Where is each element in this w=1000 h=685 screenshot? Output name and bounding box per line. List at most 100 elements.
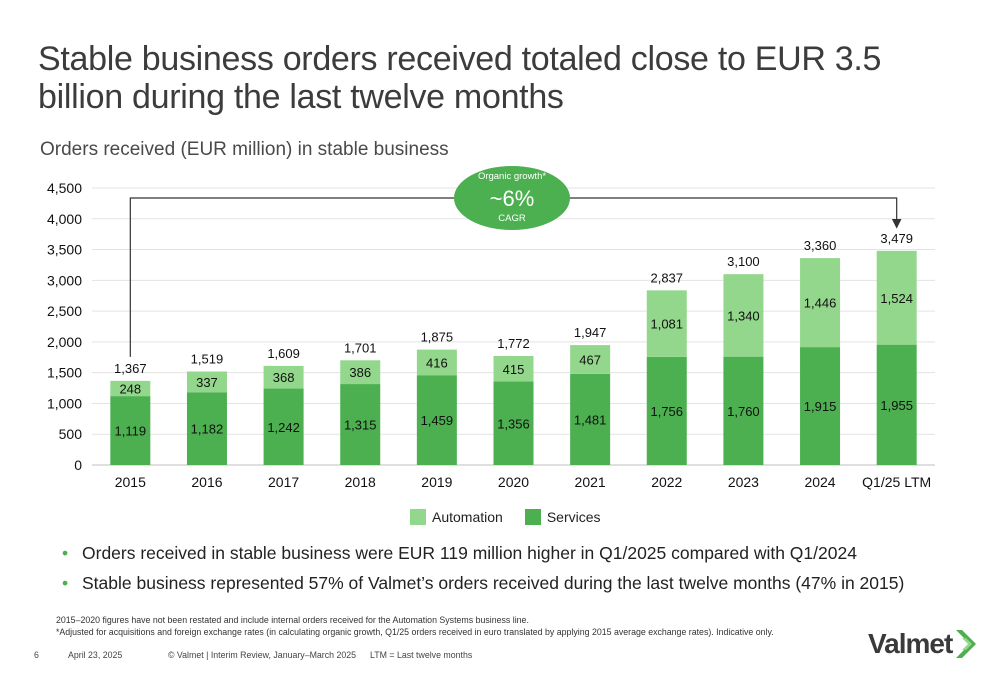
bar-services xyxy=(416,375,457,465)
data-label-services: 1,356 xyxy=(497,416,530,431)
bar-services xyxy=(263,388,304,465)
cagr-callout-bubble xyxy=(454,166,570,230)
data-label-automation: 337 xyxy=(196,375,218,390)
data-label-services: 1,760 xyxy=(727,404,760,419)
data-label-automation: 1,446 xyxy=(804,296,837,311)
bar-automation xyxy=(723,274,764,357)
y-tick-label: 3,000 xyxy=(47,272,82,288)
bar-services xyxy=(646,356,687,465)
x-tick-label: 2021 xyxy=(575,474,606,490)
bar-services xyxy=(186,392,227,465)
x-tick-label: 2019 xyxy=(421,474,452,490)
x-tick-label: 2016 xyxy=(191,474,222,490)
x-tick-label: 2024 xyxy=(804,474,835,490)
data-label-services: 1,119 xyxy=(115,424,147,439)
data-label-services: 1,459 xyxy=(421,413,454,428)
x-tick-label: 2020 xyxy=(498,474,529,490)
stacked-bar-chart: 0 500 1,000 1,500 2,000 2,500 3,000 3,500 4,000 4… xyxy=(47,166,935,490)
y-tick-label: 1,000 xyxy=(47,395,82,411)
page-title: Stable business orders received totaled … xyxy=(38,40,882,116)
bar-services xyxy=(723,356,764,465)
bar-automation xyxy=(800,258,841,348)
bar-automation xyxy=(263,365,304,389)
data-label-total: 2,837 xyxy=(650,270,683,285)
legend-label-automation: Automation xyxy=(432,509,503,525)
valmet-chevron-logo-icon xyxy=(956,630,977,658)
chart-title: Orders received (EUR million) in stable … xyxy=(40,139,449,160)
bar-services xyxy=(570,373,611,465)
x-tick-label: 2018 xyxy=(345,474,376,490)
bar-automation xyxy=(876,250,917,345)
y-tick-label: 3,500 xyxy=(47,242,82,258)
logo-wordmark: Valmet xyxy=(868,628,953,659)
legend-label-services: Services xyxy=(546,509,601,525)
data-label-total: 1,701 xyxy=(344,340,377,355)
cagr-callout-value: ~6% xyxy=(490,186,535,211)
y-tick-label: 2,000 xyxy=(47,334,82,350)
legend-item-automation: Automation xyxy=(410,509,503,525)
bullet-item: • Orders received in stable business wer… xyxy=(62,543,962,564)
data-label-automation: 1,081 xyxy=(650,317,683,332)
data-label-automation: 415 xyxy=(503,362,525,377)
bar-services xyxy=(110,396,151,465)
cagr-callout-unit: CAGR xyxy=(498,213,526,224)
bullet-list: • Orders received in stable business wer… xyxy=(62,543,962,603)
automation-swatch xyxy=(410,509,426,525)
bar-services xyxy=(493,381,534,465)
bar-automation xyxy=(570,345,611,374)
bullet-dot: • xyxy=(62,543,69,563)
x-tick-label: 2015 xyxy=(115,474,146,490)
data-label-total: 1,367 xyxy=(114,361,147,376)
data-label-total: 1,947 xyxy=(574,325,607,340)
bar-automation xyxy=(416,349,457,376)
x-tick-label: 2022 xyxy=(651,474,682,490)
data-label-total: 3,100 xyxy=(727,254,760,269)
y-tick-label: 1,500 xyxy=(47,365,82,381)
footer-ltm-note: LTM = Last twelve months xyxy=(370,650,473,660)
data-label-total: 1,519 xyxy=(191,351,224,366)
legend-item-services: Services xyxy=(524,509,601,525)
y-tick-label: 4,000 xyxy=(47,211,82,227)
services-swatch xyxy=(524,509,541,525)
x-tick-label: 2017 xyxy=(268,474,299,490)
bar-automation xyxy=(493,355,534,382)
data-label-services: 1,915 xyxy=(804,399,837,414)
bullet-text: Stable business represented 57% of Valme… xyxy=(82,573,905,593)
bar-automation xyxy=(340,360,381,385)
data-label-automation: 1,524 xyxy=(880,291,913,306)
data-label-services: 1,315 xyxy=(344,418,377,433)
page-number: 6 xyxy=(34,650,39,660)
y-tick-label: 500 xyxy=(59,426,83,442)
y-tick-label: 2,500 xyxy=(47,303,82,319)
x-tick-label: 2023 xyxy=(728,474,759,490)
footer-copyright: © Valmet | Interim Review, January–March… xyxy=(168,650,357,660)
chart-legend: Automation Services xyxy=(410,509,601,525)
data-label-automation: 416 xyxy=(426,355,448,370)
data-label-automation: 467 xyxy=(579,352,601,367)
footnote-restatement: 2015–2020 figures have not been restated… xyxy=(56,615,529,625)
footnotes: 2015–2020 figures have not been restated… xyxy=(56,614,774,638)
data-label-automation: 248 xyxy=(119,381,141,396)
data-label-total: 1,875 xyxy=(421,330,454,345)
cagr-callout-caption: Organic growth* xyxy=(478,171,546,182)
bar-automation xyxy=(186,371,227,393)
data-label-automation: 386 xyxy=(349,365,371,380)
x-tick-label: Q1/25 LTM xyxy=(862,474,931,490)
data-label-total: 1,609 xyxy=(267,346,300,361)
data-label-total: 3,360 xyxy=(804,238,837,253)
bullet-item: • Stable business represented 57% of Val… xyxy=(62,573,962,594)
data-label-total: 1,772 xyxy=(497,336,530,351)
data-label-automation: 1,340 xyxy=(727,308,760,323)
data-label-services: 1,481 xyxy=(574,412,607,427)
data-label-services: 1,182 xyxy=(191,422,224,437)
y-tick-label: 4,500 xyxy=(47,180,82,196)
bar-services xyxy=(876,344,917,465)
bullet-text: Orders received in stable business were … xyxy=(82,543,857,563)
data-label-services: 1,242 xyxy=(267,420,300,435)
data-label-services: 1,756 xyxy=(650,404,683,419)
footnote-organic-growth: *Adjusted for acquisitions and foreign e… xyxy=(56,627,774,637)
footer-date: April 23, 2025 xyxy=(68,650,123,660)
y-tick-label: 0 xyxy=(74,457,82,473)
bullet-dot: • xyxy=(62,573,69,593)
valmet-logo: Valmet xyxy=(868,628,982,660)
